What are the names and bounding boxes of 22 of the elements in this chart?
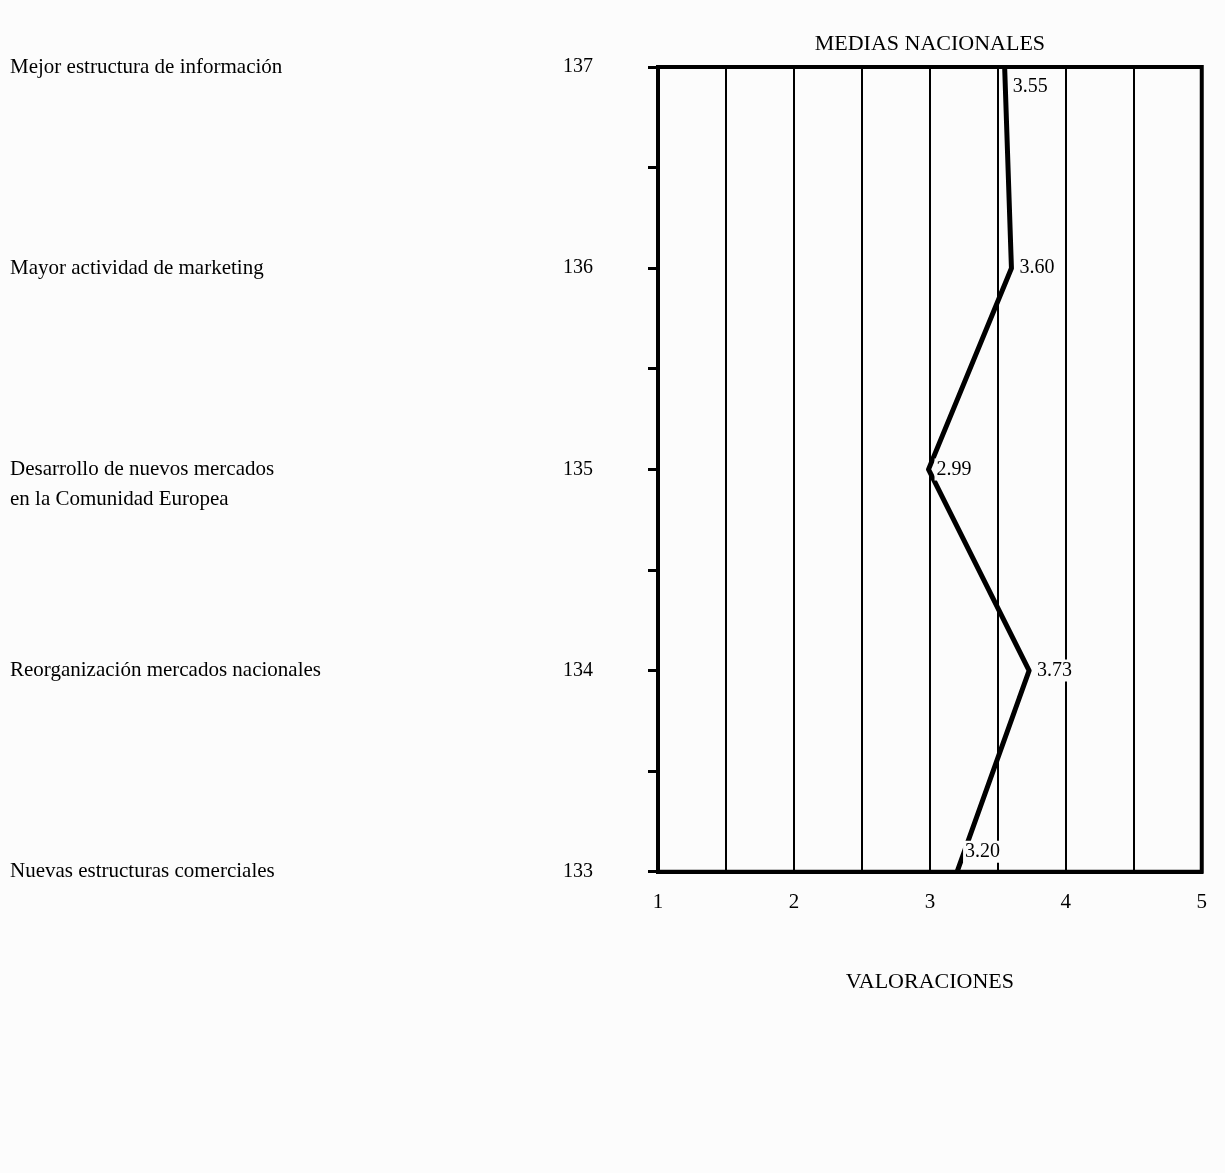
annotation: 3.55 <box>1012 74 1048 97</box>
y-tick-label: 137 <box>563 54 593 77</box>
annotation: 3.73 <box>1037 657 1073 680</box>
x-tick-label: 3 <box>924 888 936 913</box>
text: Desarrollo de nuevos mercados en la Comunidad Europea <box>10 455 275 510</box>
y-tick-label: 136 <box>563 255 593 278</box>
annotation: 3.20 <box>965 839 1001 862</box>
x-tick-label: 5 <box>1196 888 1207 913</box>
text: Reorganización mercados nacionales <box>10 657 321 682</box>
annotation: 3.60 <box>1019 255 1055 278</box>
annotation: 2.99 <box>936 456 972 479</box>
x-tick-label: 2 <box>788 888 800 913</box>
chart-title: MEDIAS NACIONALES <box>814 29 1046 55</box>
x-tick-label: 4 <box>1060 888 1072 913</box>
x-axis-title: VALORACIONES <box>845 967 1015 993</box>
y-tick-label: 133 <box>563 859 593 882</box>
text: Mayor actividad de marketing <box>10 254 265 279</box>
y-tick-label: 135 <box>563 456 593 479</box>
x-tick-label: 1 <box>652 888 664 913</box>
y-tick-label: 134 <box>563 657 593 680</box>
text: Mejor estructura de información <box>10 53 283 78</box>
text: Nuevas estructuras comerciales <box>10 858 275 883</box>
